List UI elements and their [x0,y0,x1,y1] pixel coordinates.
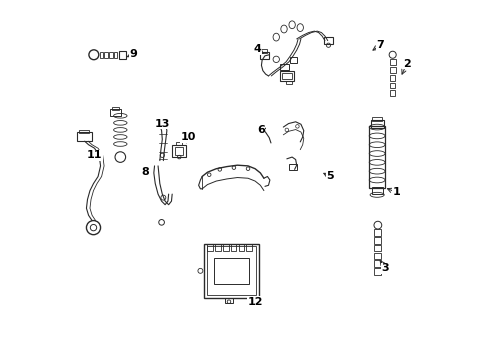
Bar [230,244,236,251]
Bar [374,260,381,267]
Text: 8: 8 [141,167,148,177]
Text: 1: 1 [391,187,399,197]
Bar [389,83,394,88]
Bar [285,81,292,84]
Bar [389,59,395,65]
Text: 11: 11 [87,150,102,160]
Bar [206,246,255,295]
Bar [260,52,269,59]
Bar [175,142,182,145]
Bar [203,243,258,298]
Bar [368,126,385,188]
Bar [100,52,103,58]
Bar [288,164,297,171]
Text: 9: 9 [129,49,137,59]
Text: 10: 10 [180,132,195,142]
Bar [246,244,251,251]
Text: 7: 7 [376,40,384,50]
Bar [374,237,381,243]
Bar [110,109,121,117]
Bar [261,49,266,53]
Bar [281,73,291,79]
Bar [104,52,108,58]
Bar [389,67,395,73]
Text: 12: 12 [247,297,262,307]
Bar [238,244,244,251]
Text: 3: 3 [381,263,388,273]
Bar [223,244,228,251]
Bar [207,244,213,251]
Bar [370,120,384,128]
Bar [279,71,293,81]
Bar [279,64,288,70]
Bar [374,245,381,251]
Text: 6: 6 [256,125,264,135]
Bar [77,132,92,141]
Bar [109,52,112,58]
Bar [215,244,221,251]
Bar [371,117,381,121]
Bar [113,52,117,58]
Bar [289,57,297,63]
Bar [389,90,394,96]
Bar [389,75,395,81]
Bar [118,50,125,59]
Text: 4: 4 [253,45,261,54]
Bar [374,229,381,236]
Bar [323,37,332,44]
Bar [374,253,381,259]
Bar [213,258,248,284]
Bar [371,187,383,194]
Bar [79,130,89,134]
Bar [112,107,119,110]
Bar [374,268,381,275]
Text: 5: 5 [325,171,333,181]
Text: 13: 13 [154,118,170,129]
Bar [172,145,186,157]
Bar [224,298,232,303]
Bar [174,147,183,154]
Text: 2: 2 [402,59,410,68]
